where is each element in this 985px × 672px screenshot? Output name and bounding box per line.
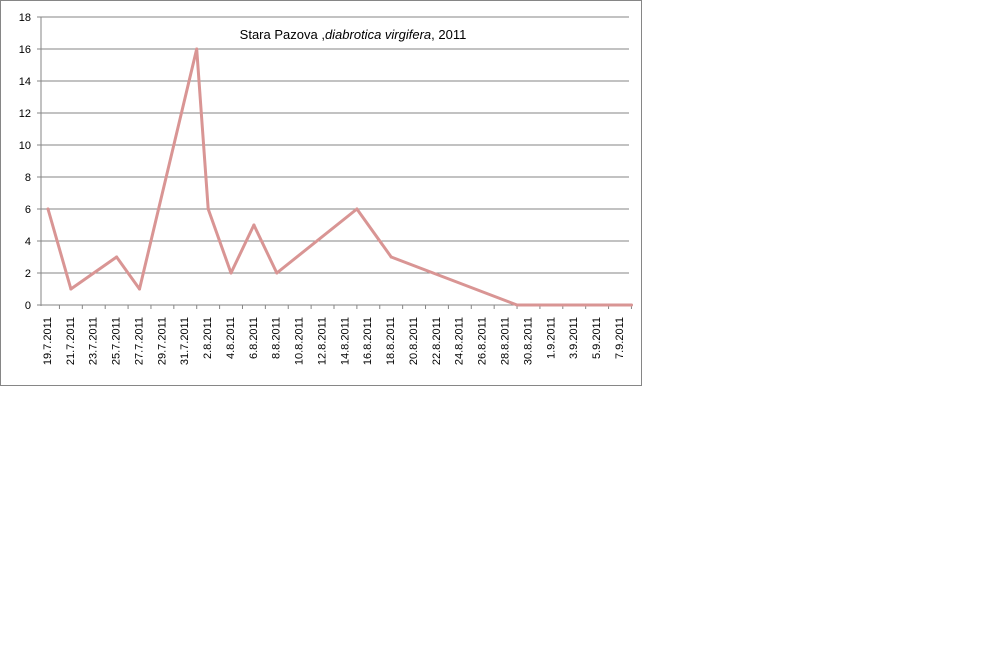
y-tick-label: 2 xyxy=(25,268,31,280)
y-tick-label: 14 xyxy=(19,76,31,88)
data-point-5 xyxy=(206,207,210,211)
x-tick-label: 27.7.2011 xyxy=(133,317,145,365)
x-tick-label: 12.8.2011 xyxy=(316,317,328,365)
data-point-4 xyxy=(195,47,199,51)
y-axis-tick-labels: 0 2 4 6 8 10 12 14 16 18 xyxy=(19,12,31,312)
y-tick-label: 12 xyxy=(19,108,31,120)
x-tick-label: 4.8.2011 xyxy=(225,317,237,359)
y-tick-label: 8 xyxy=(25,172,31,184)
x-tick-label: 19.7.2011 xyxy=(42,317,54,365)
series xyxy=(46,47,633,307)
y-tick-label: 6 xyxy=(25,204,31,216)
x-tick-label: 2.8.2011 xyxy=(202,317,214,359)
x-tick-label: 10.8.2011 xyxy=(294,317,306,365)
chart-area: 0 2 4 6 8 10 12 14 16 18 19.7.2011 21.7.2011 23.7.2… xyxy=(0,0,642,386)
data-point-0 xyxy=(46,207,50,211)
x-tick-label: 29.7.2011 xyxy=(156,317,168,365)
y-tick-label: 18 xyxy=(19,12,31,24)
x-tick-label: 21.7.2011 xyxy=(65,317,77,365)
y-tick-label: 16 xyxy=(19,44,31,56)
data-point-8 xyxy=(275,271,279,275)
x-tick-label: 30.8.2011 xyxy=(522,317,534,365)
data-point-3 xyxy=(138,287,142,291)
data-point-11 xyxy=(515,303,519,307)
x-tick-label: 16.8.2011 xyxy=(362,317,374,365)
data-point-6 xyxy=(229,271,233,275)
chart-title: Stara Pazova ,diabrotica virgifera, 2011 xyxy=(240,27,467,42)
x-tick-label: 23.7.2011 xyxy=(88,317,100,365)
chart-title-place: Stara Pazova , xyxy=(240,27,325,42)
x-tick-label: 8.8.2011 xyxy=(271,317,283,359)
x-tick-label: 25.7.2011 xyxy=(111,317,123,365)
x-tick-label: 1.9.2011 xyxy=(545,317,557,359)
data-point-7 xyxy=(252,223,256,227)
data-point-12 xyxy=(629,303,633,307)
data-point-10 xyxy=(389,255,393,259)
y-tick-label: 10 xyxy=(19,140,31,152)
y-tick-label: 4 xyxy=(25,236,31,248)
x-tick-label: 3.9.2011 xyxy=(568,317,580,359)
x-tick-label: 22.8.2011 xyxy=(431,317,443,365)
chart-title-year: , 2011 xyxy=(431,27,466,42)
x-tick-label: 20.8.2011 xyxy=(408,317,420,365)
x-axis-tick-labels: 19.7.2011 21.7.2011 23.7.2011 25.7.2011 27.7… xyxy=(42,305,632,365)
x-tick-label: 14.8.2011 xyxy=(339,317,351,365)
x-tick-label: 26.8.2011 xyxy=(477,317,489,365)
x-tick-label: 5.9.2011 xyxy=(591,317,603,359)
x-tick-label: 18.8.2011 xyxy=(385,317,397,365)
data-point-9 xyxy=(355,207,359,211)
line-chart: 0 2 4 6 8 10 12 14 16 18 19.7.2011 21.7.2011 23.7.2… xyxy=(19,12,633,365)
x-tick-label: 24.8.2011 xyxy=(454,317,466,365)
data-point-2 xyxy=(115,255,119,259)
axes xyxy=(40,17,629,306)
y-tick-label: 0 xyxy=(25,300,31,312)
data-point-1 xyxy=(69,287,73,291)
chart-title-species: diabrotica virgifera xyxy=(325,27,431,42)
x-tick-label: 7.9.2011 xyxy=(614,317,626,359)
x-tick-label: 28.8.2011 xyxy=(500,317,512,365)
x-tick-label: 31.7.2011 xyxy=(179,317,191,365)
gridlines xyxy=(37,16,629,306)
x-tick-label: 6.8.2011 xyxy=(248,317,260,359)
